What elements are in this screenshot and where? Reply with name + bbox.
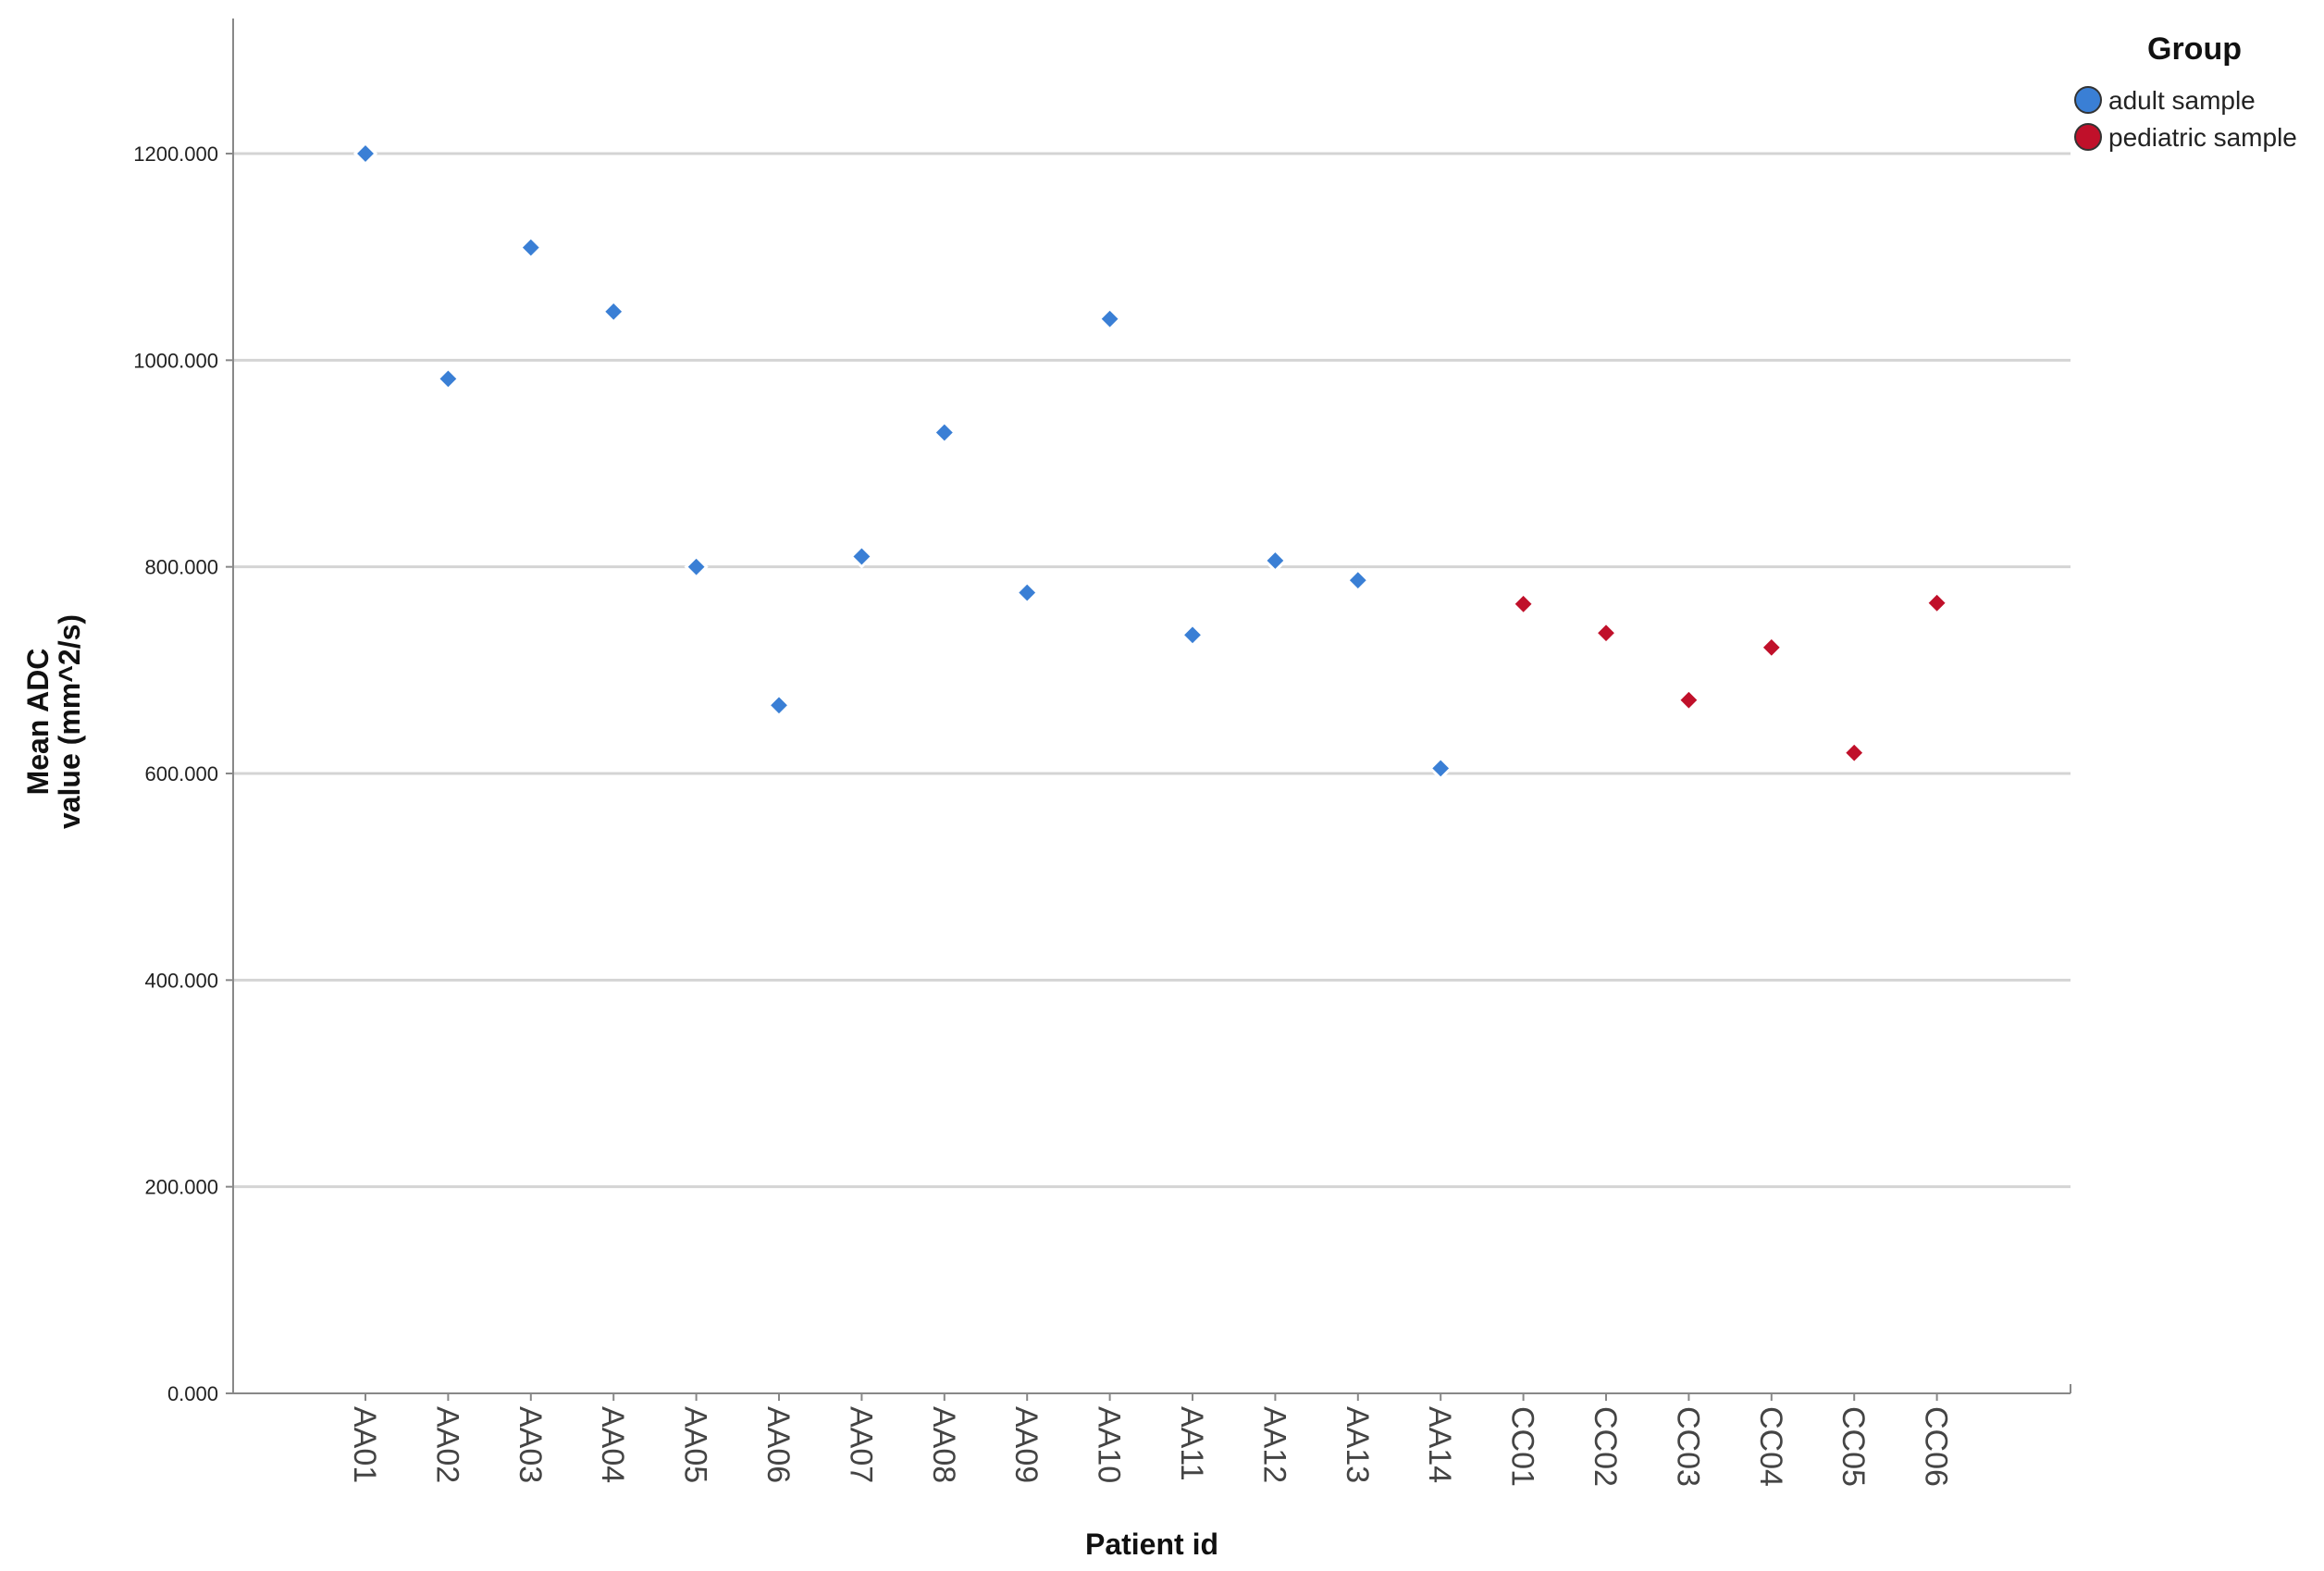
point-pediatric-sample-CC02 — [1593, 621, 1619, 646]
point-adult-sample-AA03 — [518, 235, 543, 260]
x-tick-label-9: AA10 — [1092, 1406, 1127, 1483]
point-pediatric-sample-CC05 — [1842, 740, 1867, 765]
x-tick-label-6: AA07 — [843, 1406, 878, 1483]
point-pediatric-sample-CC06 — [1924, 590, 1949, 615]
y-tick-label-2: 400.000 — [144, 969, 218, 992]
x-tick-label-18: CC05 — [1836, 1406, 1871, 1487]
x-axis-title: Patient id — [1085, 1528, 1218, 1561]
x-tick-label-7: AA08 — [926, 1406, 961, 1483]
x-tick-labels: AA01 AA02 AA03 AA04 AA05 AA06 AA07 AA08 AA09 AA10… — [347, 1393, 1954, 1487]
legend-label-adult-sample: adult sample — [2108, 86, 2256, 115]
x-tick-label-0: AA01 — [347, 1406, 382, 1483]
y-axis-title-line2: value (mm^2/s) — [53, 614, 86, 829]
x-tick-label-4: AA05 — [678, 1406, 713, 1483]
axes — [232, 19, 2071, 1394]
legend-title: Group — [2147, 31, 2242, 67]
x-tick-label-14: CC01 — [1505, 1406, 1540, 1487]
legend-label-pediatric-sample: pediatric sample — [2108, 123, 2297, 152]
x-tick-label-12: AA13 — [1340, 1406, 1375, 1483]
y-tick-label-4: 800.000 — [144, 556, 218, 579]
x-tick-label-11: AA12 — [1256, 1406, 1292, 1483]
legend: Group adult sample pediatric sample — [2074, 31, 2297, 152]
x-tick-label-19: CC06 — [1919, 1406, 1954, 1487]
x-tick-label-1: AA02 — [429, 1406, 464, 1483]
y-tick-label-6: 1200.000 — [133, 142, 218, 166]
point-adult-sample-AA08 — [932, 420, 957, 445]
y-axis-title-line1: Mean ADC — [21, 649, 55, 796]
point-pediatric-sample-CC04 — [1759, 635, 1784, 660]
point-adult-sample-AA02 — [436, 366, 461, 391]
x-tick-label-8: AA09 — [1008, 1406, 1044, 1483]
point-pediatric-sample-CC03 — [1676, 687, 1701, 712]
x-tick-label-3: AA04 — [595, 1406, 630, 1483]
x-tick-label-5: AA06 — [760, 1406, 796, 1483]
x-tick-label-17: CC04 — [1753, 1406, 1788, 1487]
y-tick-labels: 0.000 200.000 400.000 600.000 800.000 1000.00… — [133, 142, 233, 1405]
x-tick-label-10: AA11 — [1174, 1406, 1209, 1481]
point-pediatric-sample-CC01 — [1511, 591, 1536, 616]
point-adult-sample-AA01 — [352, 141, 378, 167]
point-adult-sample-AA09 — [1015, 580, 1040, 605]
data-points — [352, 141, 1949, 781]
x-tick-label-15: CC02 — [1588, 1406, 1623, 1487]
x-tick-label-16: CC03 — [1670, 1406, 1705, 1487]
y-tick-label-0: 0.000 — [167, 1382, 218, 1405]
y-tick-label-5: 1000.000 — [133, 349, 218, 372]
point-adult-sample-AA05 — [684, 554, 709, 579]
y-tick-label-3: 600.000 — [144, 762, 218, 786]
legend-marker-adult-sample — [2074, 86, 2102, 114]
point-adult-sample-AA07 — [849, 544, 874, 569]
x-tick-label-13: AA14 — [1422, 1406, 1457, 1483]
point-adult-sample-AA06 — [766, 693, 792, 718]
gridlines — [233, 152, 2071, 1189]
point-adult-sample-AA14 — [1428, 756, 1453, 781]
point-adult-sample-AA13 — [1345, 568, 1370, 593]
point-adult-sample-AA10 — [1097, 306, 1122, 331]
legend-marker-pediatric-sample — [2074, 123, 2102, 151]
point-adult-sample-AA11 — [1180, 623, 1205, 648]
y-axis-title: Mean ADC value (mm^2/s) — [21, 614, 86, 829]
point-adult-sample-AA04 — [601, 299, 626, 324]
point-adult-sample-AA12 — [1263, 548, 1288, 574]
y-tick-label-1: 200.000 — [144, 1176, 218, 1199]
x-tick-label-2: AA03 — [513, 1406, 548, 1483]
